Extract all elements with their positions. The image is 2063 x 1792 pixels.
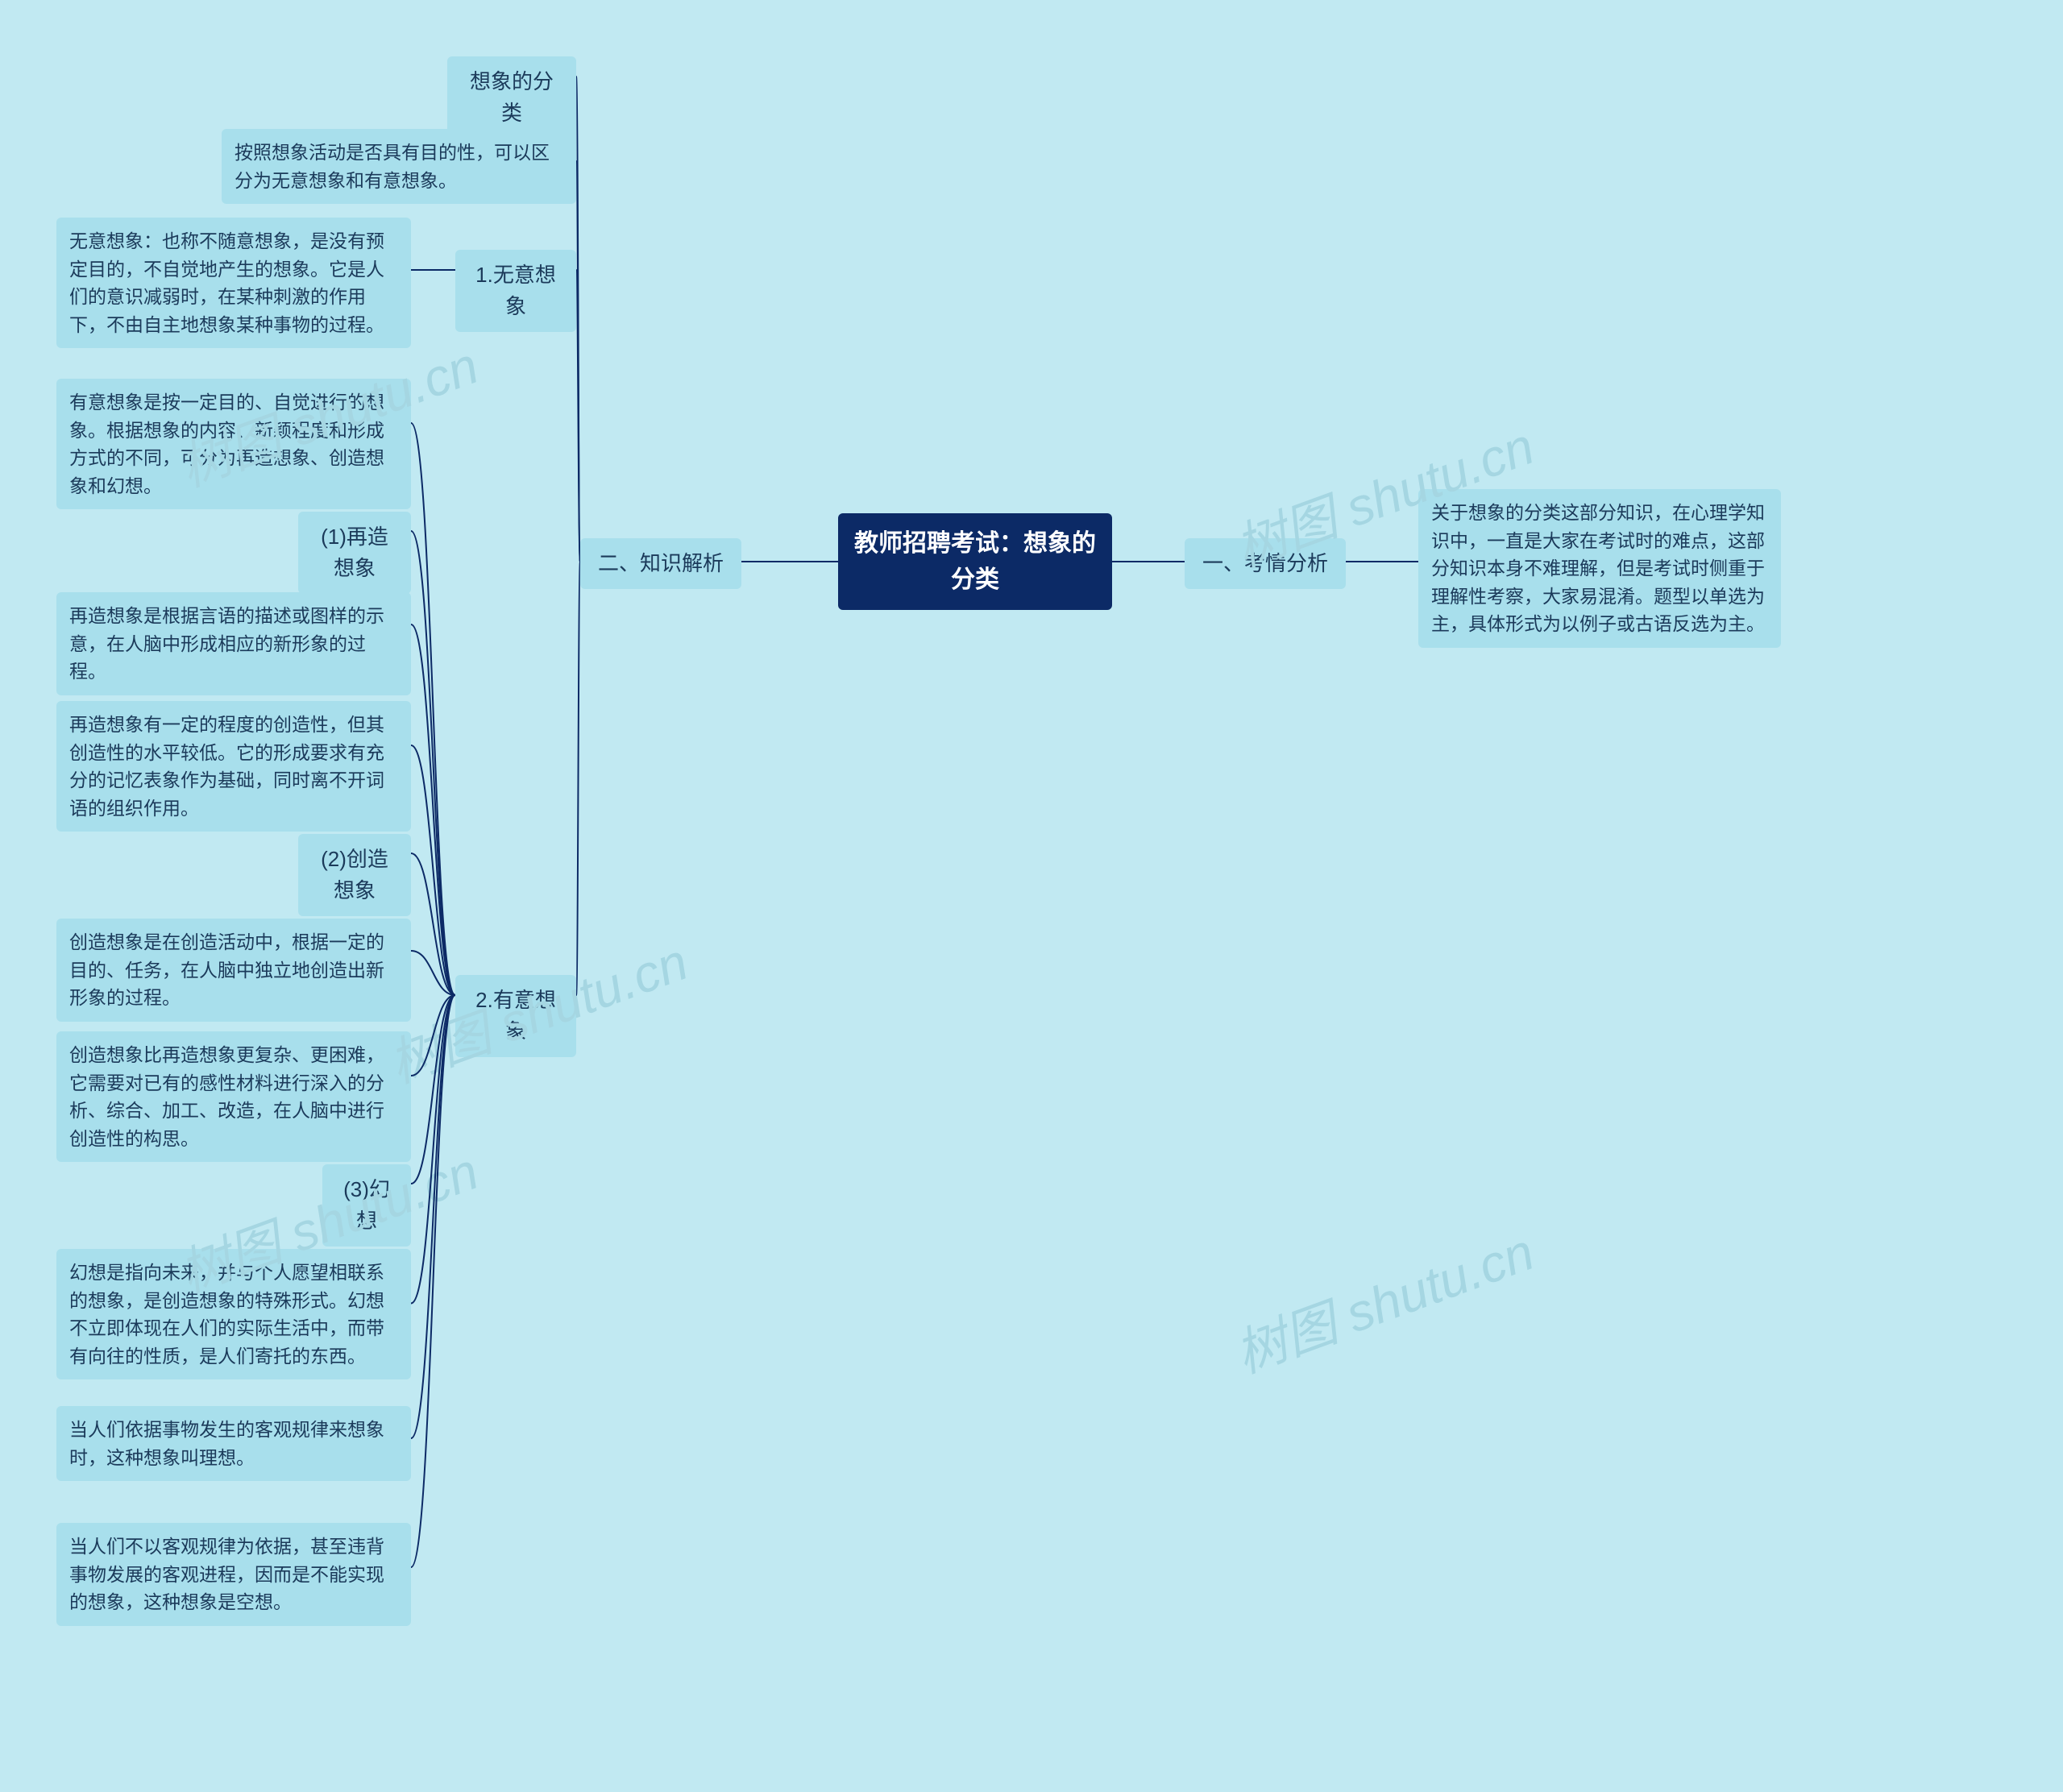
connector [411,995,455,1076]
mindmap-canvas: 教师招聘考试：想象的分类 一、考情分析 关于想象的分类这部分知识，在心理学知识中，一… [0,0,2063,1792]
connector [411,853,455,995]
connector [411,745,455,995]
mindmap-node-l1d1b: 再造想象有一定的程度的创造性，但其创造性的水平较低。它的形成要求有充分的记忆表象… [56,701,411,832]
mindmap-node-l1d: 2.有意想象 [455,975,576,1057]
mindmap-node-l1d2a: 创造想象是在创造活动中，根据一定的目的、任务，在人脑中独立地创造出新形象的过程。 [56,919,411,1022]
mindmap-node-r1a: 关于想象的分类这部分知识，在心理学知识中，一直是大家在考试时的难点，这部分知识本… [1418,489,1781,648]
mindmap-node-l1d1: (1)再造想象 [298,512,411,594]
watermark-text: 树图 shutu.cn [1224,1211,1543,1388]
mindmap-node-l1a: 想象的分类 [447,56,576,139]
mindmap-node-l1: 二、知识解析 [580,538,741,589]
connector [411,624,455,995]
connector [576,161,580,562]
connector [576,562,580,995]
mindmap-node-l1d3: (3)幻想 [322,1164,411,1247]
mindmap-node-l1d3a: 幻想是指向未来，并与个人愿望相联系的想象，是创造想象的特殊形式。幻想不立即体现在… [56,1249,411,1379]
connector [576,77,580,562]
mindmap-node-l1c1: 无意想象：也称不随意想象，是没有预定目的，不自觉地产生的想象。它是人们的意识减弱… [56,218,411,348]
connector [411,423,455,995]
mindmap-node-l1d2: (2)创造想象 [298,834,411,916]
connector [411,951,455,995]
mindmap-node-l1d2b: 创造想象比再造想象更复杂、更困难，它需要对已有的感性材料进行深入的分析、综合、加… [56,1031,411,1162]
connector [576,270,580,562]
connector [411,995,455,1438]
connector [411,531,455,995]
connector [411,995,455,1184]
mindmap-node-root: 教师招聘考试：想象的分类 [838,513,1112,610]
mindmap-node-l1c: 1.无意想象 [455,250,576,332]
mindmap-node-l1d1a: 再造想象是根据言语的描述或图样的示意，在人脑中形成相应的新形象的过程。 [56,592,411,695]
mindmap-node-r1: 一、考情分析 [1185,538,1346,589]
mindmap-node-l1d3c: 当人们不以客观规律为依据，甚至违背事物发展的客观进程，因而是不能实现的想象，这种… [56,1523,411,1626]
mindmap-node-l1d3b: 当人们依据事物发生的客观规律来想象时，这种想象叫理想。 [56,1406,411,1481]
connector [411,995,455,1304]
mindmap-node-l1b: 按照想象活动是否具有目的性，可以区分为无意想象和有意想象。 [222,129,576,204]
connector [411,995,455,1567]
mindmap-node-l1d0: 有意想象是按一定目的、自觉进行的想象。根据想象的内容、新颖程度和形成方式的不同，… [56,379,411,509]
